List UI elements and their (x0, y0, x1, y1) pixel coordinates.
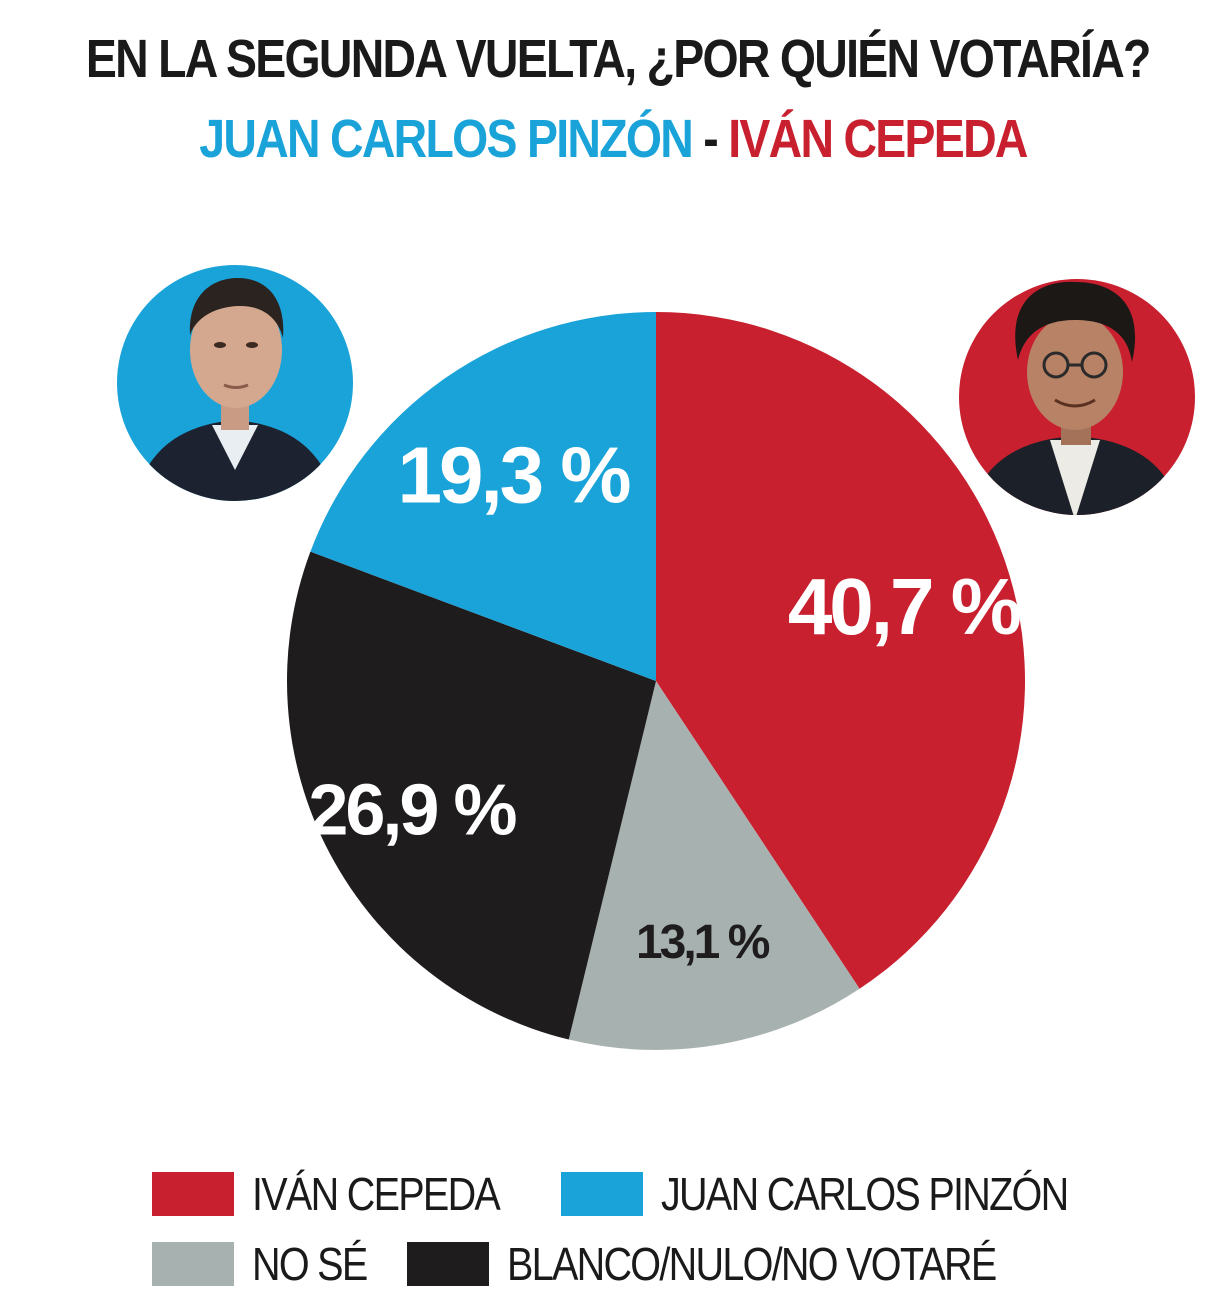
legend-item-pinzon: JUAN CARLOS PINZÓN (561, 1167, 1134, 1221)
chart-legend: IVÁN CEPEDA JUAN CARLOS PINZÓN NO SÉ BLA… (152, 1165, 1152, 1305)
legend-label-no-se: NO SÉ (252, 1238, 368, 1290)
chart-subtitle: JUAN CARLOS PINZÓN - IVÁN CEPEDA (86, 108, 1140, 170)
pie-labels: 40,7 % 13,1 % 26,9 % 19,3 % (308, 430, 1023, 969)
subtitle-candidate-cepeda: IVÁN CEPEDA (728, 109, 1028, 169)
data-label-pinzon: 19,3 % (397, 430, 630, 519)
pie-slice-cepeda (656, 312, 1025, 989)
legend-label-pinzon: JUAN CARLOS PINZÓN (661, 1168, 1069, 1220)
cepeda-portrait-icon (959, 279, 1195, 515)
subtitle-separator: - (703, 109, 718, 169)
data-label-cepeda: 40,7 % (788, 562, 1021, 651)
subtitle-candidate-pinzon: JUAN CARLOS PINZÓN (199, 109, 694, 169)
pie-slices (287, 312, 1025, 1050)
legend-label-cepeda: IVÁN CEPEDA (252, 1168, 501, 1220)
legend-row: IVÁN CEPEDA JUAN CARLOS PINZÓN (152, 1165, 1152, 1223)
legend-row: NO SÉ BLANCO/NULO/NO VOTARÉ (152, 1235, 1152, 1293)
data-label-no-se: 13,1 % (636, 916, 770, 969)
legend-item-no-se: NO SÉ (152, 1237, 385, 1291)
legend-swatch-blanco (407, 1242, 490, 1286)
legend-swatch-cepeda (152, 1172, 234, 1216)
pie-slice-no-se (568, 681, 860, 1050)
chart-title: EN LA SEGUNDA VUELTA, ¿POR QUIÉN VOTARÍA… (85, 29, 1152, 89)
legend-label-blanco: BLANCO/NULO/NO VOTARÉ (507, 1238, 997, 1290)
pie-slice-pinzon (310, 312, 656, 681)
legend-swatch-pinzon (561, 1172, 644, 1216)
pinzon-portrait-icon (117, 265, 353, 501)
legend-swatch-no-se (152, 1242, 234, 1286)
pie-slice-blanco (287, 551, 656, 1040)
data-label-blanco: 26,9 % (308, 770, 516, 850)
legend-item-blanco: BLANCO/NULO/NO VOTARÉ (407, 1237, 1075, 1291)
legend-item-cepeda: IVÁN CEPEDA (152, 1167, 539, 1221)
